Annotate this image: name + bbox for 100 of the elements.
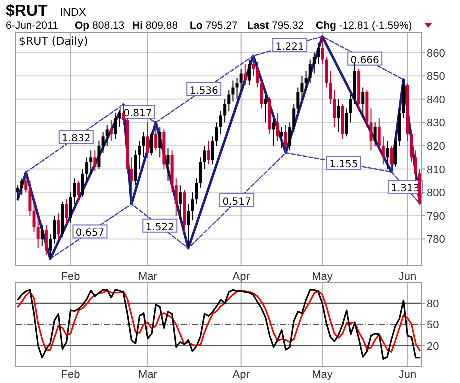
candlestick: [90, 150, 93, 174]
x-tick-label: Apr: [232, 271, 250, 283]
candlestick: [256, 62, 260, 88]
text: Hi 809.88: [132, 20, 178, 32]
candlestick: [288, 122, 292, 152]
candlestick: [138, 140, 142, 170]
candlestick: [77, 180, 80, 202]
candlestick: [374, 122, 377, 147]
y-tick-label: 80: [427, 298, 440, 310]
candlestick: [130, 157, 134, 205]
annotation: 1.536: [190, 86, 218, 97]
legend-title: $RUT (Daily): [19, 35, 88, 48]
candlestick: [20, 178, 24, 196]
annotation: 1.522: [146, 222, 174, 234]
candlestick: [118, 110, 122, 128]
y-tick-label: 20: [427, 340, 440, 353]
x-tick-label: May: [312, 271, 334, 283]
candlestick: [224, 98, 227, 124]
candlestick: [228, 90, 231, 112]
candlestick: [191, 192, 194, 222]
candlestick: [81, 168, 84, 198]
y-tick-label: 840: [427, 94, 446, 106]
candlestick: [166, 148, 170, 182]
annotation: 0.657: [76, 228, 105, 240]
candlestick: [232, 80, 235, 102]
x-tick-label: Jun: [398, 369, 417, 381]
candlestick: [110, 120, 113, 142]
candlestick: [28, 180, 32, 216]
candlestick: [36, 218, 40, 250]
x-tick-label: Apr: [232, 369, 250, 381]
candlestick: [150, 132, 154, 156]
candlestick: [187, 204, 190, 250]
candlestick: [211, 136, 214, 166]
candlestick: [106, 124, 109, 147]
candlestick: [98, 140, 101, 170]
candlestick: [57, 213, 60, 240]
candlestick: [24, 172, 28, 194]
chart-title: $RUT: [6, 3, 48, 20]
candlestick: [240, 68, 243, 91]
y-tick-label: 800: [427, 188, 446, 200]
x-tick-label: Mar: [138, 369, 158, 381]
x-tick-label: Mar: [138, 271, 158, 283]
annotation: 0.666: [350, 55, 380, 66]
candlestick: [378, 118, 381, 152]
candlestick: [308, 59, 312, 84]
candlestick: [276, 112, 280, 142]
candlestick: [236, 78, 239, 100]
candlestick: [386, 140, 389, 170]
candlestick: [260, 80, 264, 110]
candlestick: [325, 56, 328, 88]
candlestick: [410, 129, 414, 163]
candlestick: [195, 178, 198, 205]
candlestick: [304, 70, 308, 91]
candlestick: [394, 136, 398, 168]
candlestick: [65, 199, 68, 226]
annotation: 0.817: [124, 108, 152, 120]
candlestick: [94, 150, 97, 172]
candlestick: [333, 90, 336, 128]
candlestick: [114, 112, 117, 140]
candlestick: [321, 36, 324, 65]
x-tick-label: May: [312, 369, 334, 381]
y-tick-label: 830: [427, 118, 446, 130]
candlestick: [40, 224, 44, 247]
candlestick: [174, 178, 178, 216]
candlestick: [102, 132, 105, 154]
candlestick: [32, 204, 36, 233]
annotation: 1.313: [391, 183, 420, 194]
candlestick: [154, 122, 158, 152]
candlestick: [146, 122, 150, 158]
candlestick: [280, 126, 284, 149]
candlestick: [296, 87, 300, 114]
y-tick-label: 810: [427, 164, 446, 176]
x-tick-label: Jun: [398, 271, 417, 283]
candlestick: [49, 234, 52, 260]
text: Chg -12.81 (-1.59%): [316, 20, 412, 32]
candlestick: [300, 76, 304, 100]
candlestick: [244, 64, 247, 86]
candlestick: [142, 132, 146, 158]
candlestick: [370, 108, 373, 152]
candlestick: [382, 136, 385, 166]
candlestick: [73, 178, 76, 205]
candlestick: [345, 108, 348, 138]
text: 6-Jun-2011: [6, 20, 58, 32]
candlestick: [53, 215, 56, 244]
candlestick: [16, 185, 20, 200]
y-tick-label: 50: [427, 320, 440, 332]
annotation: 0.517: [222, 196, 252, 208]
candlestick: [203, 146, 206, 170]
candlestick: [207, 140, 210, 166]
candlestick: [86, 157, 89, 182]
y-tick-label: 860: [427, 48, 446, 60]
x-tick-label: Feb: [61, 271, 80, 283]
y-tick-label: 850: [427, 71, 446, 84]
x-tick-label: Feb: [61, 369, 80, 381]
candlestick: [248, 59, 251, 86]
annotation: 1.221: [276, 42, 304, 53]
text: Lo 795.27: [190, 20, 238, 32]
candlestick: [292, 104, 296, 133]
candlestick: [316, 42, 320, 65]
candlestick: [215, 122, 218, 147]
